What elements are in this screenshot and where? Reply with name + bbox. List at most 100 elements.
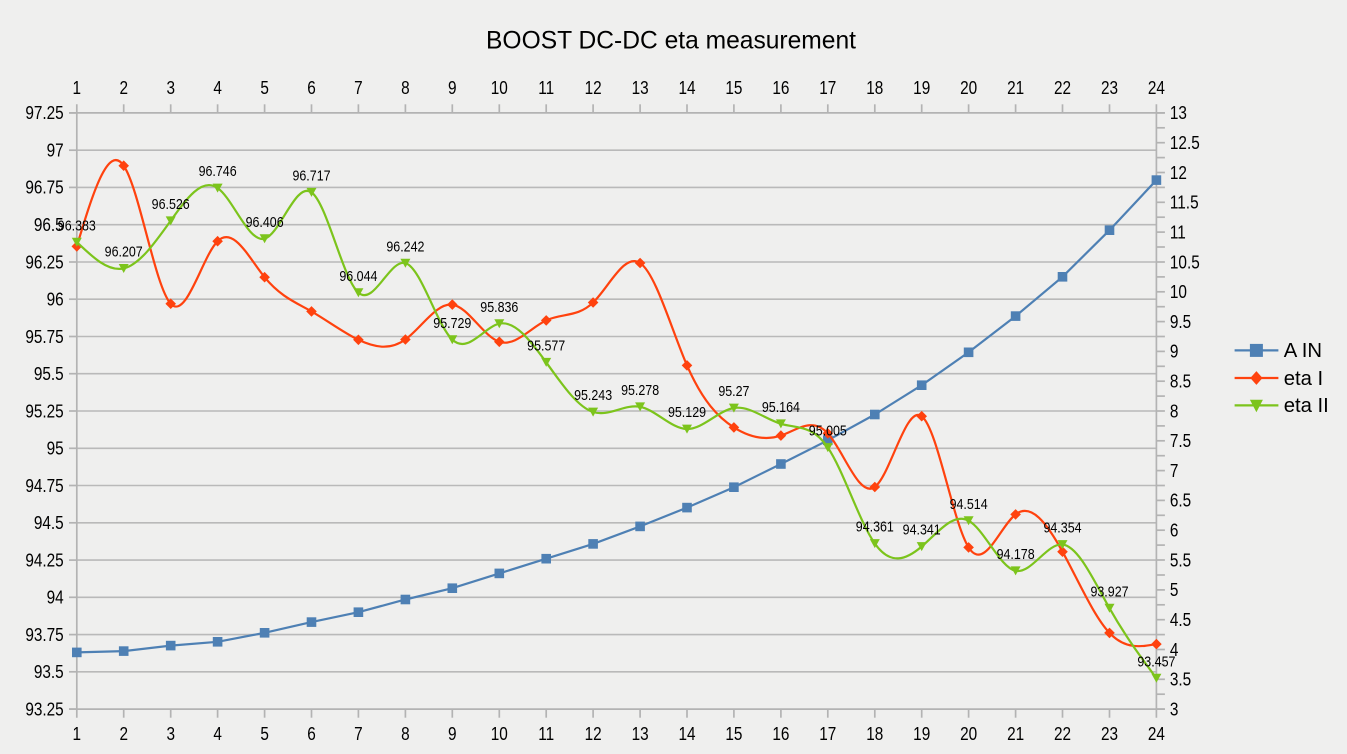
svg-text:19: 19: [913, 724, 930, 745]
svg-text:95.577: 95.577: [527, 336, 565, 353]
svg-text:9.5: 9.5: [1170, 311, 1191, 332]
svg-text:93.927: 93.927: [1090, 582, 1128, 599]
svg-text:14: 14: [678, 77, 695, 98]
svg-text:94.341: 94.341: [903, 520, 941, 537]
svg-text:12: 12: [585, 724, 602, 745]
svg-text:95.75: 95.75: [25, 326, 63, 347]
svg-text:18: 18: [866, 724, 883, 745]
svg-text:95.164: 95.164: [762, 398, 800, 415]
svg-text:93.457: 93.457: [1137, 652, 1175, 669]
svg-text:96.746: 96.746: [199, 162, 237, 179]
svg-text:19: 19: [913, 77, 930, 98]
svg-text:23: 23: [1101, 724, 1118, 745]
svg-text:17: 17: [819, 724, 836, 745]
svg-text:15: 15: [725, 724, 742, 745]
svg-text:5.5: 5.5: [1170, 550, 1191, 571]
svg-text:4.5: 4.5: [1170, 610, 1191, 631]
svg-text:22: 22: [1054, 77, 1071, 98]
svg-text:2: 2: [119, 724, 128, 745]
svg-text:12: 12: [585, 77, 602, 98]
svg-text:1: 1: [73, 724, 82, 745]
svg-text:21: 21: [1007, 724, 1024, 745]
svg-text:95.25: 95.25: [25, 401, 63, 422]
svg-text:11: 11: [538, 77, 554, 98]
svg-text:96.25: 96.25: [25, 252, 63, 273]
svg-text:22: 22: [1054, 724, 1071, 745]
svg-text:95.5: 95.5: [34, 364, 64, 385]
svg-text:11: 11: [538, 724, 554, 745]
svg-text:11.5: 11.5: [1170, 192, 1199, 213]
svg-text:5: 5: [260, 77, 269, 98]
svg-text:2: 2: [119, 77, 128, 98]
svg-text:12: 12: [1170, 162, 1187, 183]
svg-text:17: 17: [819, 77, 836, 98]
svg-text:7.5: 7.5: [1170, 431, 1191, 452]
svg-text:95: 95: [47, 438, 64, 459]
svg-text:3: 3: [166, 77, 175, 98]
svg-text:96.5: 96.5: [34, 215, 64, 236]
svg-text:9: 9: [448, 724, 457, 745]
svg-text:94.514: 94.514: [950, 495, 988, 512]
svg-text:97: 97: [47, 140, 64, 161]
svg-text:15: 15: [725, 77, 742, 98]
svg-text:94.361: 94.361: [856, 517, 894, 534]
svg-text:16: 16: [772, 77, 789, 98]
svg-text:14: 14: [678, 724, 695, 745]
svg-text:7: 7: [1170, 460, 1179, 481]
svg-text:6: 6: [307, 77, 316, 98]
svg-text:93.5: 93.5: [34, 662, 64, 683]
svg-text:3: 3: [1170, 699, 1179, 720]
svg-text:96: 96: [47, 289, 64, 310]
svg-text:6: 6: [307, 724, 316, 745]
svg-text:96.526: 96.526: [152, 195, 190, 212]
svg-text:4: 4: [213, 724, 222, 745]
svg-text:16: 16: [772, 724, 789, 745]
svg-text:8: 8: [1170, 401, 1179, 422]
svg-text:96.406: 96.406: [246, 213, 284, 230]
svg-text:18: 18: [866, 77, 883, 98]
svg-text:94.354: 94.354: [1043, 518, 1081, 535]
svg-text:94.178: 94.178: [997, 545, 1035, 562]
svg-text:7: 7: [354, 77, 363, 98]
svg-text:93.25: 93.25: [25, 699, 63, 720]
svg-text:94.5: 94.5: [34, 513, 64, 534]
svg-text:8: 8: [401, 724, 410, 745]
svg-text:7: 7: [354, 724, 363, 745]
svg-text:12.5: 12.5: [1170, 133, 1200, 154]
svg-text:5: 5: [1170, 580, 1179, 601]
svg-text:eta II: eta II: [1284, 395, 1329, 417]
svg-text:13: 13: [1170, 103, 1187, 124]
svg-text:8: 8: [401, 77, 410, 98]
svg-text:20: 20: [960, 77, 977, 98]
svg-text:96.383: 96.383: [58, 216, 96, 233]
svg-text:6: 6: [1170, 520, 1179, 541]
svg-text:96.717: 96.717: [292, 166, 330, 183]
svg-text:97.25: 97.25: [25, 103, 63, 124]
svg-text:94.25: 94.25: [25, 550, 63, 571]
svg-text:1: 1: [73, 77, 82, 98]
svg-text:A IN: A IN: [1284, 340, 1322, 362]
svg-text:11: 11: [1170, 222, 1186, 243]
svg-text:96.75: 96.75: [25, 177, 63, 198]
svg-text:9: 9: [1170, 341, 1179, 362]
svg-text:10: 10: [1170, 282, 1187, 303]
svg-text:4: 4: [1170, 639, 1179, 660]
svg-text:95.27: 95.27: [718, 382, 749, 399]
svg-text:eta I: eta I: [1284, 368, 1323, 390]
svg-text:13: 13: [632, 77, 649, 98]
svg-text:95.278: 95.278: [621, 381, 659, 398]
svg-text:10: 10: [491, 77, 508, 98]
svg-text:94.75: 94.75: [25, 475, 63, 496]
svg-text:6.5: 6.5: [1170, 490, 1191, 511]
svg-text:10: 10: [491, 724, 508, 745]
svg-text:96.207: 96.207: [105, 242, 143, 259]
svg-text:24: 24: [1148, 77, 1165, 98]
svg-text:23: 23: [1101, 77, 1118, 98]
svg-text:4: 4: [213, 77, 222, 98]
svg-text:95.729: 95.729: [433, 314, 471, 331]
svg-text:21: 21: [1007, 77, 1024, 98]
svg-text:9: 9: [448, 77, 457, 98]
svg-text:95.836: 95.836: [480, 298, 518, 315]
svg-text:8.5: 8.5: [1170, 371, 1191, 392]
svg-text:20: 20: [960, 724, 977, 745]
